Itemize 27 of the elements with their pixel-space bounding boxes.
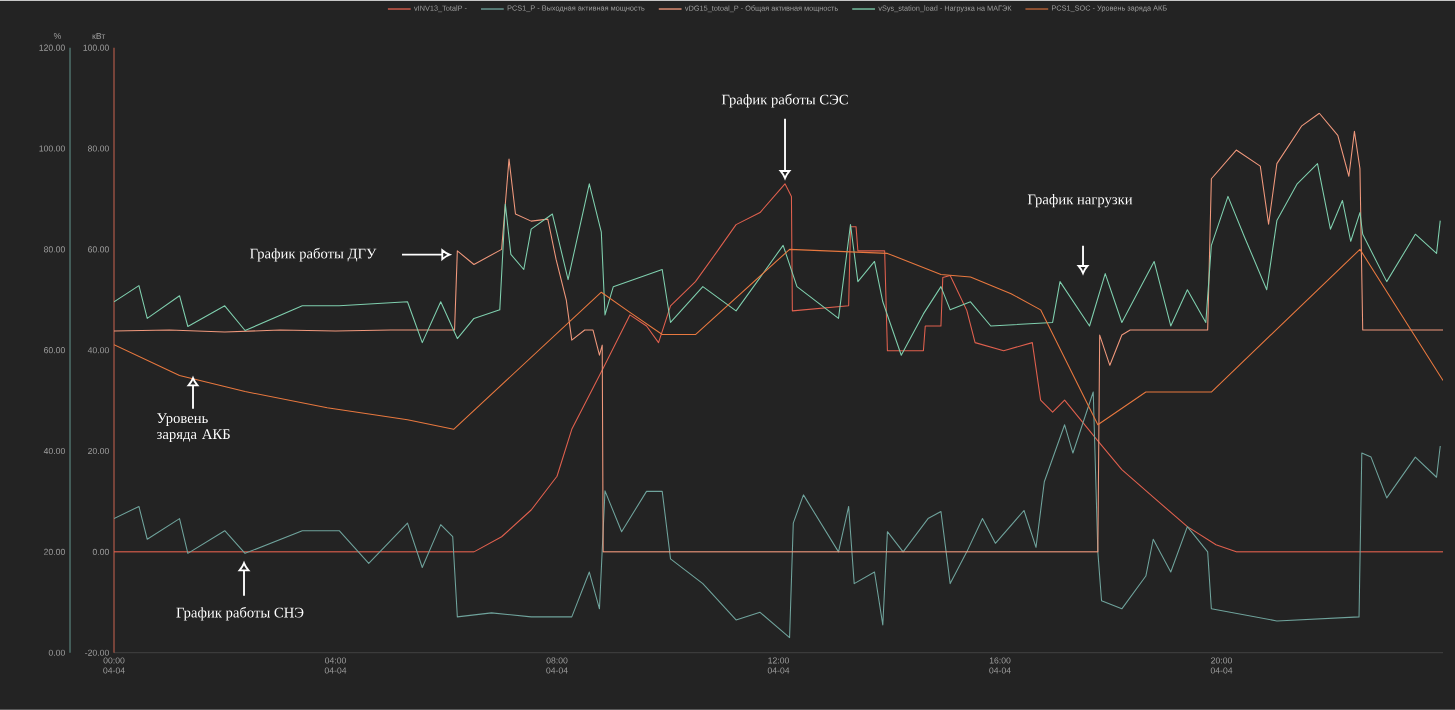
annotation: График работы СЭС <box>721 94 848 108</box>
y-tick-label: 80.00 <box>87 145 109 152</box>
x-tick-label: 04:00 04-04 <box>324 657 347 674</box>
y-tick-label: 40.00 <box>87 347 109 354</box>
x-tick-label: 12:00 04-04 <box>767 657 790 674</box>
x-tick-label: 00:00 04-04 <box>103 657 125 674</box>
annotation: Уровень заряда АКБ <box>157 413 230 443</box>
y2-tick-label: 80.00 <box>43 246 65 253</box>
annotation: График работы ДГУ <box>250 248 377 262</box>
y-tick-label: -20.00 <box>85 649 109 656</box>
x-tick-label: 20:00 04-04 <box>1210 657 1233 674</box>
y2-tick-label: 20.00 <box>44 548 65 556</box>
y-tick-label: 20.00 <box>88 448 109 455</box>
y-tick-label: 100.00 <box>83 44 109 51</box>
x-tick-label: 16:00 04-04 <box>989 657 1011 674</box>
x-tick-label: 08:00 04-04 <box>546 657 568 674</box>
annotation: График работы СНЭ <box>176 607 304 621</box>
y-tick-label: 0.00 <box>92 548 109 556</box>
y2-tick-label: 40.00 <box>43 448 65 455</box>
y2-tick-label: 60.00 <box>44 347 65 354</box>
annotation: График нагрузки <box>1027 194 1133 208</box>
y-tick-label: 60.00 <box>88 246 109 253</box>
y2-tick-label: 100.00 <box>39 145 65 152</box>
y-axis-title: кВт <box>92 33 106 40</box>
y2-tick-label: 0.00 <box>48 649 65 656</box>
y2-tick-label: 120.00 <box>39 44 65 51</box>
y2-axis-title: % <box>53 33 61 40</box>
